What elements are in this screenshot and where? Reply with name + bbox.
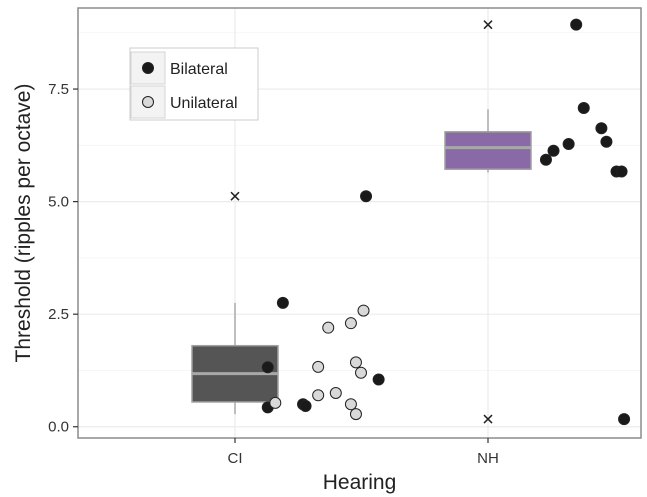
point-unilateral (344, 398, 357, 411)
legend: Bilateral Unilateral (129, 47, 259, 121)
point-unilateral (357, 304, 370, 317)
point-bilateral (360, 190, 373, 203)
box-nh (444, 131, 532, 170)
point-bilateral (615, 165, 628, 178)
point-unilateral (349, 356, 362, 369)
x-axis-title: Hearing (323, 471, 397, 494)
point-bilateral (299, 400, 312, 413)
point-bilateral (562, 137, 575, 150)
y-tick-label: 2.5 (48, 306, 69, 323)
x-tick-label: CI (228, 450, 243, 467)
point-bilateral (577, 101, 590, 114)
point-bilateral (261, 361, 274, 374)
point-bilateral (547, 144, 560, 157)
point-bilateral (570, 18, 583, 31)
y-tick-label: 0.0 (48, 419, 69, 436)
point-unilateral (322, 321, 335, 334)
plot-panel-border (77, 7, 642, 439)
point-bilateral (618, 413, 631, 426)
point-bilateral (539, 153, 552, 166)
legend-symbol-unilateral (142, 96, 154, 108)
legend-label: Bilateral (170, 61, 228, 78)
y-tick-label: 5.0 (48, 194, 69, 211)
point-unilateral (349, 408, 362, 421)
x-tick-label: NH (477, 450, 499, 467)
point-unilateral (329, 386, 342, 399)
point-unilateral (344, 317, 357, 330)
data-points (261, 18, 631, 426)
point-unilateral (355, 366, 367, 379)
y-tick-label: 7.5 (48, 81, 69, 98)
outlier-marker (483, 20, 493, 30)
outlier-marker (230, 191, 240, 201)
y-axis-title: Threshold (ripples per octave) (12, 84, 35, 363)
outlier-marker (483, 414, 493, 424)
axes: 0.0 2.5 5.0 7.5 CI NH (48, 81, 499, 467)
boxplots (191, 20, 532, 424)
legend-label: Unilateral (170, 95, 238, 112)
legend-symbol-bilateral (142, 62, 154, 74)
point-unilateral (269, 396, 282, 409)
point-unilateral (312, 389, 325, 402)
point-unilateral (312, 360, 325, 373)
point-bilateral (600, 135, 613, 148)
point-bilateral (372, 373, 385, 386)
point-bilateral (595, 122, 608, 135)
point-bilateral (276, 296, 289, 309)
